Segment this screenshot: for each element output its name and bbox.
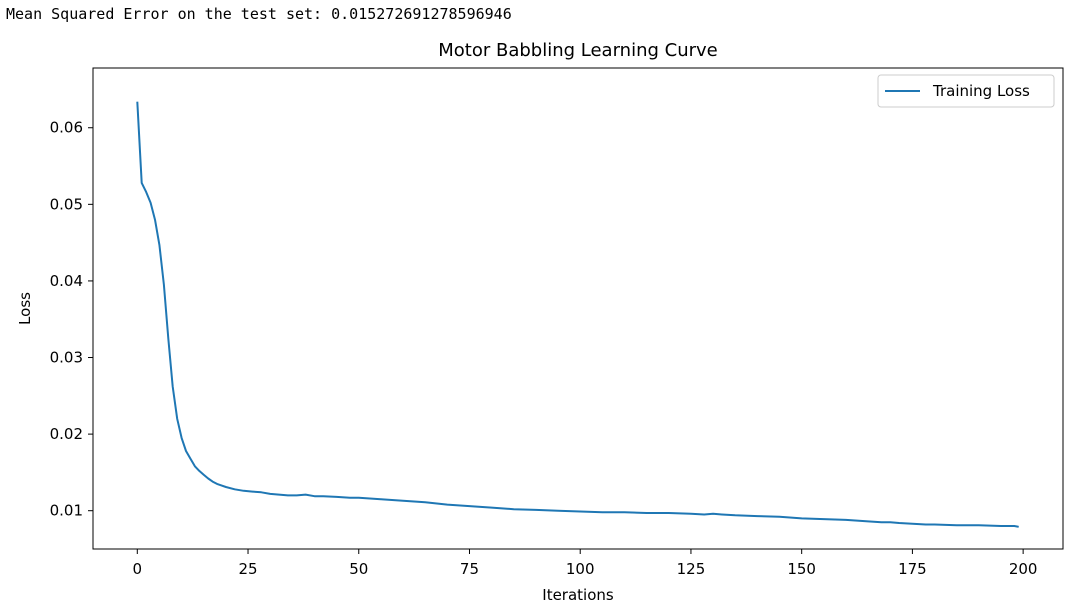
x-tick-label: 100 (566, 560, 595, 578)
series-layer (136, 101, 1019, 528)
y-tick-label: 0.01 (50, 502, 83, 520)
y-tick-label: 0.04 (50, 272, 83, 290)
y-axis-ticks: 0.01 0.02 0.03 0.04 0.05 0.06 (50, 119, 93, 520)
x-tick-label: 75 (460, 560, 479, 578)
y-axis-label: Loss (16, 292, 34, 325)
x-axis-label: Iterations (542, 586, 614, 604)
plot-frame (92, 67, 1064, 550)
console-output-text: Mean Squared Error on the test set: 0.01… (6, 5, 512, 23)
legend: Training Loss (877, 74, 1055, 108)
x-tick-label: 125 (677, 560, 706, 578)
legend-label-training-loss: Training Loss (932, 82, 1030, 100)
x-tick-label: 25 (238, 560, 257, 578)
x-tick-label: 0 (133, 560, 143, 578)
x-axis-ticks: 0 25 50 75 100 125 150 175 200 (133, 549, 1038, 578)
y-tick-label: 0.03 (50, 349, 83, 367)
chart-title: Motor Babbling Learning Curve (438, 40, 718, 61)
y-tick-label: 0.02 (50, 425, 83, 443)
legend-box (877, 74, 1055, 108)
series-line-training-loss (136, 101, 1019, 528)
y-tick-label: 0.05 (50, 195, 83, 213)
y-tick-label: 0.06 (50, 119, 83, 137)
x-tick-label: 50 (349, 560, 368, 578)
x-tick-label: 150 (787, 560, 816, 578)
x-tick-label: 175 (898, 560, 927, 578)
x-tick-label: 200 (1009, 560, 1038, 578)
